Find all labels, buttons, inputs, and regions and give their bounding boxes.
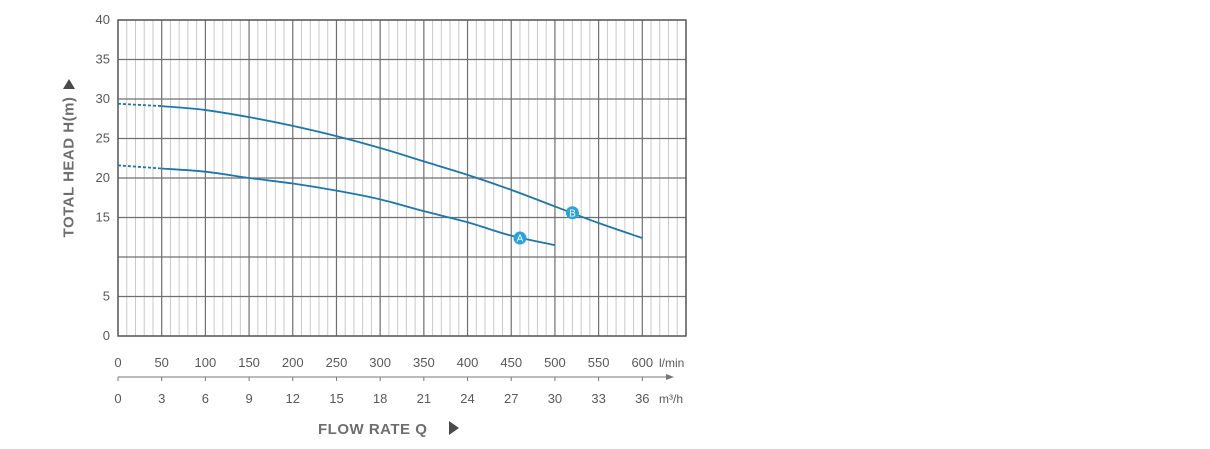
y-tick-label: 40 <box>96 12 110 27</box>
x-tick-label-lmin: 450 <box>500 355 522 370</box>
x-axis-arrow-icon <box>449 421 459 435</box>
x-axis-m3h-ticks: 0 3 6 9 12 15 18 21 24 27 30 33 36 <box>114 391 649 406</box>
y-tick-label: 20 <box>96 170 110 185</box>
plot-frame <box>117 19 687 337</box>
x-tick-label-m3h: 21 <box>417 391 431 406</box>
y-tick-label: 15 <box>96 210 110 225</box>
x-tick-label-m3h: 24 <box>460 391 474 406</box>
x-tick-label-m3h: 0 <box>114 391 121 406</box>
curve-a-dashed <box>117 164 162 170</box>
curve-b-dashed <box>117 102 162 108</box>
x-tick-label-lmin: 300 <box>369 355 391 370</box>
x-tick-label-lmin: 600 <box>631 355 653 370</box>
x-tick-label-lmin: 400 <box>457 355 479 370</box>
x-tick-label-m3h: 30 <box>548 391 562 406</box>
x-tick-label-m3h: 9 <box>245 391 252 406</box>
x-tick-label-lmin: 150 <box>238 355 260 370</box>
x-tick-label-lmin: 100 <box>195 355 217 370</box>
x-tick-label-lmin: 50 <box>154 355 168 370</box>
y-tick-label: 35 <box>96 52 110 67</box>
curve-a-marker-label: A <box>517 234 524 245</box>
curve-b <box>161 105 643 239</box>
x-tick-label-m3h: 15 <box>329 391 343 406</box>
x-tick-label-lmin: 350 <box>413 355 435 370</box>
x-axis-m3h <box>117 374 674 381</box>
x-secondary-axis-arrow-icon <box>666 374 674 380</box>
x-tick-label-lmin: 550 <box>588 355 610 370</box>
y-axis-ticks: 0 5 15 20 25 30 35 40 <box>96 12 110 343</box>
y-tick-label: 5 <box>103 289 110 304</box>
x-tick-label-m3h: 33 <box>591 391 605 406</box>
x-tick-label-m3h: 12 <box>286 391 300 406</box>
curve-b-marker-label: B <box>569 208 576 219</box>
curve-b-marker <box>565 206 579 220</box>
curve-a-marker <box>513 231 527 245</box>
curve-markers: AB <box>513 206 579 245</box>
y-tick-label: 30 <box>96 91 110 106</box>
x-tick-label-lmin: 0 <box>114 355 121 370</box>
x-tick-label-lmin: 500 <box>544 355 566 370</box>
performance-curves <box>117 102 643 247</box>
y-axis-arrow-icon <box>63 79 75 89</box>
x-tick-label-lmin: 200 <box>282 355 304 370</box>
x-axis-lmin-ticks: 0 50 100 150 200 250 300 350 400 450 500 550 600 <box>114 355 653 370</box>
y-tick-label: 25 <box>96 131 110 146</box>
x-tick-label-m3h: 36 <box>635 391 649 406</box>
x-tick-label-m3h: 18 <box>373 391 387 406</box>
x-tick-label-m3h: 27 <box>504 391 518 406</box>
y-axis-title: TOTAL HEAD H(m) <box>61 97 78 238</box>
x-tick-label-lmin: 250 <box>326 355 348 370</box>
x-secondary-unit-label: m³/h <box>659 392 683 406</box>
curve-a <box>161 167 556 247</box>
x-tick-label-m3h: 6 <box>202 391 209 406</box>
major-grid <box>117 19 687 337</box>
x-axis-title: FLOW RATE Q <box>318 421 427 438</box>
y-tick-label: 0 <box>103 328 110 343</box>
x-primary-unit-label: l/min <box>659 356 684 370</box>
x-tick-label-m3h: 3 <box>158 391 165 406</box>
